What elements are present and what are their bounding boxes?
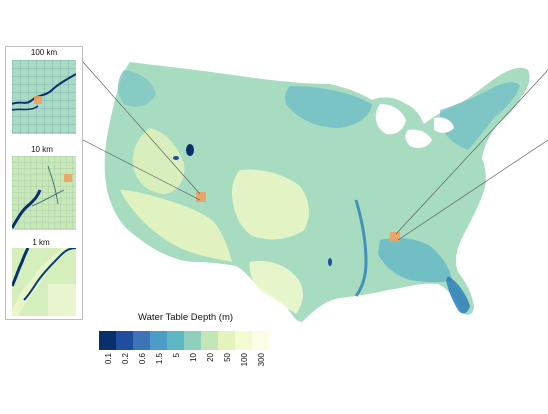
inset-1km-label: 1 km <box>32 238 50 247</box>
legend-title: Water Table Depth (m) <box>138 312 234 323</box>
inset-10km-label: 10 km <box>31 145 53 154</box>
wet-region-pacific-nw <box>118 70 156 107</box>
connector-line <box>82 61 201 195</box>
dry-region-plains <box>232 169 309 240</box>
connector-line <box>397 139 548 241</box>
dry-region-great-basin <box>132 128 185 194</box>
inset-10km-map <box>12 156 76 230</box>
legend-swatch <box>167 331 184 350</box>
legend-tick-label: 20 <box>205 353 215 362</box>
great-salt-lake <box>186 144 194 156</box>
legend-swatch <box>133 331 150 350</box>
legend-tick-label: 100 <box>239 353 249 367</box>
legend-color-bar <box>99 331 269 350</box>
wet-region-florida <box>446 276 470 314</box>
legend-tick-label: 300 <box>256 353 266 367</box>
inset-100km-map <box>12 60 76 134</box>
legend-tick-label: 1.5 <box>154 353 164 365</box>
connector-line <box>82 139 201 201</box>
wet-region-mississippi <box>354 199 368 297</box>
wet-region-north <box>285 86 372 128</box>
legend-swatch <box>184 331 201 350</box>
legend-tick-label: 0.1 <box>103 353 113 365</box>
inset-100km-label: 100 km <box>30 48 58 57</box>
highlight-area-southeast <box>390 232 400 242</box>
legend-swatch <box>235 331 252 350</box>
legend-swatch <box>218 331 235 350</box>
inset-1km-map <box>12 248 76 316</box>
great-lakes <box>375 103 455 149</box>
legend-swatch <box>150 331 167 350</box>
legend-tick-label: 5 <box>171 353 181 358</box>
legend-swatch <box>99 331 116 350</box>
wet-region-southeast <box>378 238 452 283</box>
highlight-area-west <box>196 192 206 202</box>
legend-tick-label: 50 <box>222 353 232 362</box>
legend-swatch <box>201 331 218 350</box>
dry-region-west <box>120 190 232 262</box>
connector-line <box>395 69 548 235</box>
legend-tick-label: 0.6 <box>137 353 147 365</box>
legend-tick-label: 0.2 <box>120 353 130 365</box>
wet-region-northeast <box>440 82 520 150</box>
legend-swatch <box>252 331 269 350</box>
dry-region-texas <box>249 260 303 314</box>
dark-wetland-south <box>328 258 332 266</box>
dark-wetland-utah <box>173 156 179 160</box>
legend-swatch <box>116 331 133 350</box>
legend-tick-label: 10 <box>188 353 198 362</box>
